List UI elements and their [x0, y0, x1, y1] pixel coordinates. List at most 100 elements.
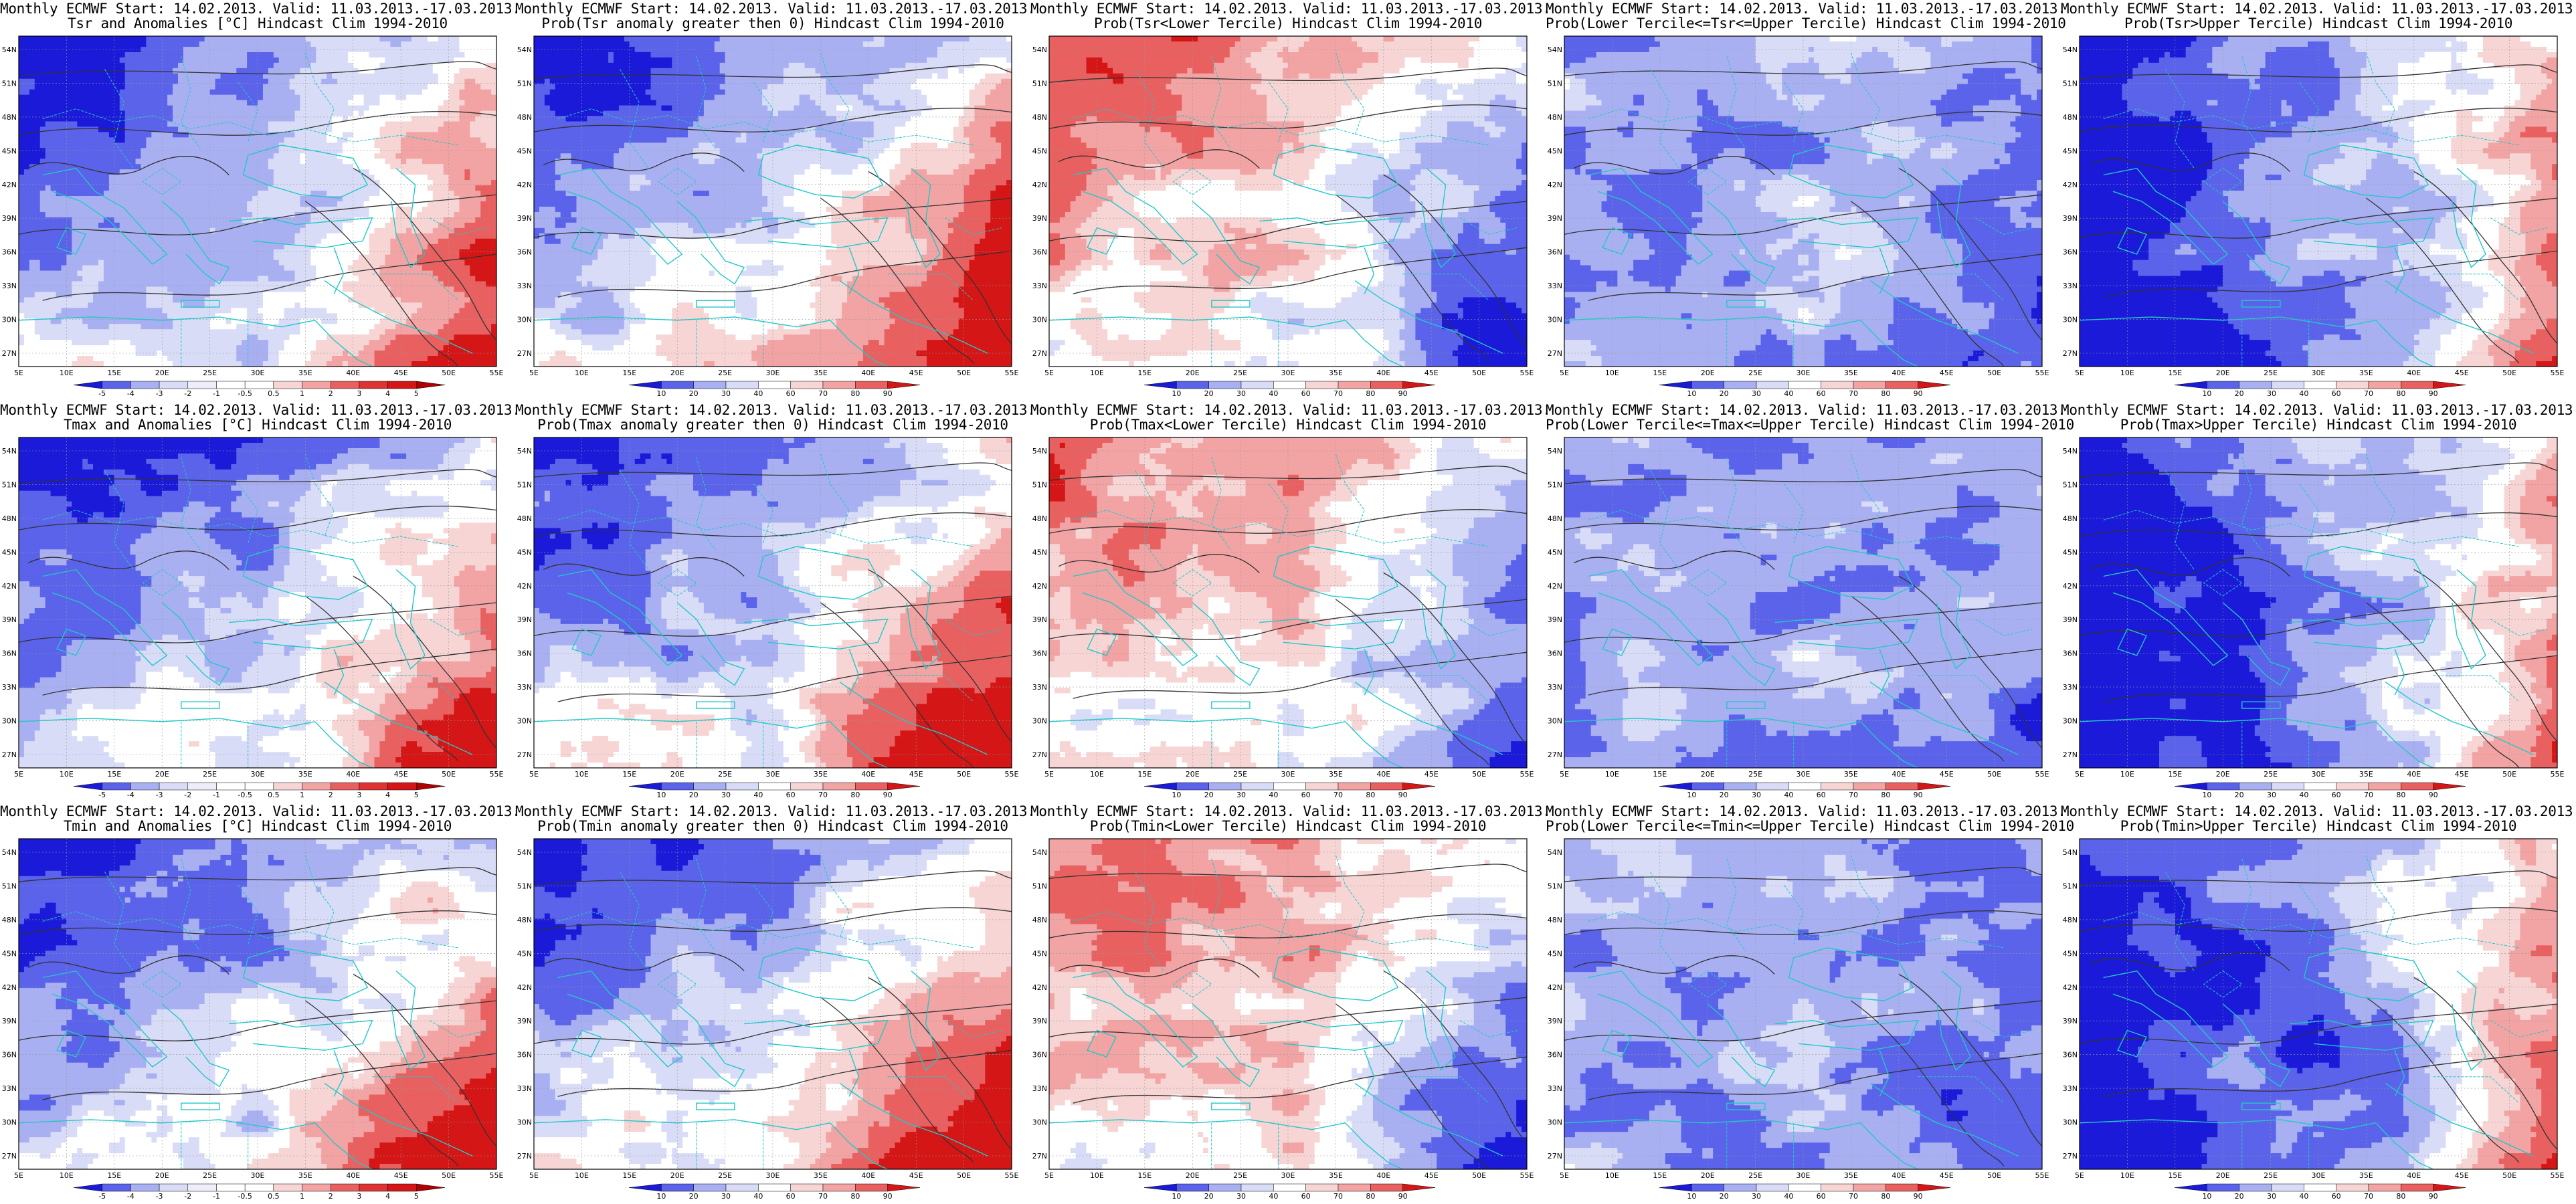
colorbar-tick-label: 70 — [1849, 389, 1858, 398]
colorbar-tick-label: 60 — [2332, 791, 2341, 799]
latitude-label: 45N — [1032, 146, 1047, 155]
longitude-label: 35E — [814, 1171, 828, 1180]
panel-title-line1: Monthly ECMWF Start: 14.02.2013. Valid: … — [2061, 403, 2576, 417]
longitude-label: 20E — [1186, 369, 1200, 377]
longitude-label: 45E — [1424, 369, 1439, 377]
colorbar-tick-label: 70 — [1333, 389, 1343, 398]
longitude-label: 30E — [766, 369, 780, 377]
colorbar-tick-label: 60 — [2332, 1192, 2341, 1201]
colorbar-tick-label: 90 — [883, 791, 893, 799]
colorbar-tick-label: -0.5 — [238, 791, 252, 799]
latitude-label: 45N — [517, 146, 532, 155]
longitude-label: 50E — [957, 770, 971, 779]
longitude-label: 35E — [298, 1171, 312, 1180]
colorbar-tick-label: 20 — [1720, 1192, 1729, 1201]
colorbar-tick-label: 60 — [786, 791, 796, 799]
latitude-label: 33N — [517, 1084, 532, 1093]
colorbar-tick-label: -3 — [156, 791, 163, 799]
latitude-label: 54N — [2063, 45, 2078, 54]
colorbar-tick-label: 60 — [1817, 1192, 1826, 1201]
longitude-label: 35E — [1329, 369, 1343, 377]
latitude-label: 51N — [1548, 79, 1562, 88]
colorbar-tick-label: 5 — [414, 1192, 419, 1201]
colorbar-tick-label: 10 — [2202, 1192, 2211, 1201]
colorbar — [2175, 783, 2466, 790]
longitude-label: 20E — [155, 1171, 169, 1180]
latitude-label: 30N — [517, 316, 532, 324]
colorbar — [1659, 381, 1950, 389]
longitude-label: 40E — [2407, 770, 2421, 779]
colorbar-tick-label: 0.5 — [268, 1192, 280, 1201]
longitude-label: 25E — [718, 1171, 732, 1180]
longitude-label: 5E — [2075, 369, 2084, 377]
longitude-label: 55E — [2035, 1171, 2049, 1180]
longitude-label: 30E — [2312, 1171, 2326, 1180]
longitude-label: 45E — [1940, 770, 1954, 779]
latitude-label: 39N — [517, 1017, 532, 1025]
map-panel-tmax-upper: 54N 51N 48N 45N 42N 39N 36N 33N 30N 27N 5E 10E 15E 20… — [2061, 401, 2576, 803]
colorbar-tick-label: 30 — [1752, 1192, 1761, 1201]
latitude-label: 27N — [2, 349, 17, 358]
colorbar-tick-label: 70 — [818, 1192, 828, 1201]
latitude-label: 39N — [1548, 1017, 1562, 1025]
longitude-label: 20E — [2216, 770, 2230, 779]
latitude-label: 30N — [2063, 717, 2078, 726]
latitude-label: 45N — [1548, 949, 1562, 958]
longitude-label: 50E — [1987, 770, 2001, 779]
map-panel-tmin-pos: 54N 51N 48N 45N 42N 39N 36N 33N 30N 27N 5E 10E 15E 20… — [515, 803, 1030, 1204]
colorbar — [74, 783, 445, 790]
colorbar-tick-label: 2 — [329, 791, 333, 799]
longitude-label: 50E — [1472, 770, 1486, 779]
latitude-label: 42N — [1032, 983, 1047, 992]
colorbar-tick-label: -1 — [213, 1192, 220, 1201]
longitude-label: 40E — [2407, 1171, 2421, 1180]
colorbar-tick-label: -1 — [213, 389, 220, 398]
panel-title-line2: Prob(Tmax<Lower Tercile) Hindcast Clim 1… — [1030, 417, 1546, 432]
latitude-label: 36N — [2063, 649, 2078, 658]
longitude-label: 15E — [1653, 770, 1667, 779]
latitude-label: 54N — [1032, 848, 1047, 857]
panel-title-line2: Tmin and Anomalies [°C] Hindcast Clim 19… — [0, 819, 515, 833]
latitude-label: 27N — [517, 1152, 532, 1161]
panel-title-line2: Prob(Tsr>Upper Tercile) Hindcast Clim 19… — [2061, 16, 2576, 31]
longitude-label: 35E — [2359, 369, 2373, 377]
longitude-label: 5E — [1560, 770, 1569, 779]
map-panel-tmax-lower: 54N 51N 48N 45N 42N 39N 36N 33N 30N 27N 5E 10E 15E 20… — [1030, 401, 1546, 803]
panel-title-line1: Monthly ECMWF Start: 14.02.2013. Valid: … — [1030, 804, 1546, 819]
longitude-label: 15E — [2168, 1171, 2182, 1180]
latitude-label: 36N — [1032, 248, 1047, 257]
latitude-label: 30N — [1032, 316, 1047, 324]
latitude-label: 54N — [1548, 848, 1562, 857]
colorbar-tick-label: -0.5 — [238, 1192, 252, 1201]
longitude-label: 50E — [1987, 1171, 2001, 1180]
longitude-label: 45E — [2455, 369, 2469, 377]
colorbar-tick-label: 80 — [1366, 389, 1375, 398]
latitude-label: 45N — [517, 548, 532, 557]
longitude-label: 30E — [1281, 770, 1295, 779]
longitude-label: 5E — [2075, 1171, 2084, 1180]
colorbar — [2175, 381, 2466, 389]
colorbar-tick-label: -3 — [156, 1192, 163, 1201]
longitude-label: 10E — [575, 369, 589, 377]
longitude-label: 15E — [1137, 1171, 1152, 1180]
latitude-label: 48N — [2, 113, 17, 122]
colorbar-tick-label: 30 — [721, 1192, 731, 1201]
latitude-label: 27N — [1032, 1152, 1047, 1161]
longitude-label: 35E — [298, 770, 312, 779]
colorbar-tick-label: 80 — [1881, 791, 1890, 799]
longitude-label: 50E — [957, 1171, 971, 1180]
longitude-label: 20E — [1701, 369, 1715, 377]
latitude-label: 54N — [2, 447, 17, 456]
longitude-label: 5E — [14, 1171, 23, 1180]
panel-title-line1: Monthly ECMWF Start: 14.02.2013. Valid: … — [2061, 1, 2576, 16]
map-panel-tmin-upper: 54N 51N 48N 45N 42N 39N 36N 33N 30N 27N 5E 10E 15E 20… — [2061, 803, 2576, 1204]
longitude-label: 40E — [1892, 770, 1906, 779]
latitude-label: 45N — [2, 548, 17, 557]
latitude-label: 27N — [517, 750, 532, 759]
longitude-label: 5E — [1044, 1171, 1054, 1180]
map-panel-tsr-upper: 54N 51N 48N 45N 42N 39N 36N 33N 30N 27N 5E 10E 15E 20… — [2061, 0, 2576, 401]
latitude-label: 39N — [1032, 214, 1047, 223]
